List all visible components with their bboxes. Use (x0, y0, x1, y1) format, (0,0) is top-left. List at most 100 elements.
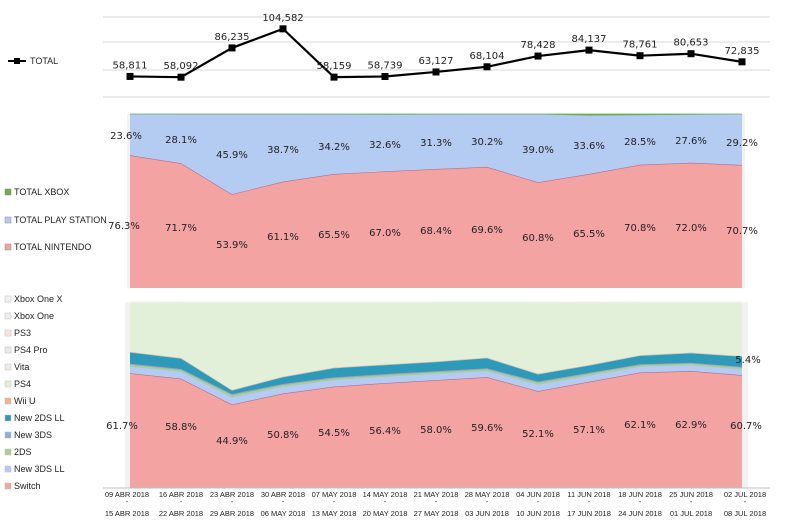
legend-swatch (4, 243, 12, 251)
total-data-label: 84,137 (572, 34, 607, 45)
total-point (330, 73, 338, 81)
total-data-label: 58,739 (368, 61, 403, 72)
nintendo-data-label: 76.3% (108, 221, 140, 232)
area-total-play-station (130, 114, 742, 195)
nintendo-data-label: 60.8% (522, 233, 554, 244)
legend-label: Wii U (14, 396, 36, 406)
playstation-data-label: 30.2% (471, 137, 503, 148)
total-data-label: 68,104 (470, 51, 505, 62)
legend-swatch (4, 188, 12, 196)
legend-swatch (4, 329, 12, 337)
x-tick-label-end: 06 MAY 2018 (261, 509, 306, 518)
switch-data-label: 62.9% (675, 420, 707, 431)
x-tick-dash: - (231, 497, 234, 506)
legend-label: Xbox One (14, 311, 54, 321)
x-tick-dash: - (690, 497, 693, 506)
area-switch (130, 371, 742, 488)
x-tick-label-start: 18 JUN 2018 (618, 490, 662, 499)
nintendo-data-label: 53.9% (216, 240, 248, 251)
x-tick-label-end: 08 JUL 2018 (724, 509, 766, 518)
switch-data-label: 50.8% (267, 430, 299, 441)
legend-label: TOTAL PLAY STATION (14, 215, 107, 225)
legend-label: Vita (14, 362, 29, 372)
total-data-label: 63,127 (419, 56, 454, 67)
switch-data-label: 57.1% (573, 425, 605, 436)
playstation-data-label: 28.1% (165, 135, 197, 146)
playstation-data-label: 33.6% (573, 141, 605, 152)
x-tick-label-start: 25 JUN 2018 (669, 490, 713, 499)
playstation-data-label: 27.6% (675, 136, 707, 147)
switch-data-label: 44.9% (216, 436, 248, 447)
playstation-data-label: 28.5% (624, 137, 656, 148)
x-tick-label-end: 20 MAY 2018 (363, 509, 408, 518)
x-tick-label-start: 09 ABR 2018 (105, 490, 149, 499)
legend-swatch (4, 482, 12, 490)
legend-label: New 3DS LL (14, 464, 65, 474)
x-tick-dash: - (126, 497, 129, 506)
total-point (636, 52, 644, 60)
x-tick-dash: - (537, 497, 540, 506)
total-point (585, 46, 593, 54)
legend-swatch (4, 431, 12, 439)
playstation-data-label: 31.3% (420, 138, 452, 149)
x-tick-dash: - (333, 497, 336, 506)
legend-total-label: TOTAL (30, 56, 58, 66)
switch-data-label: 59.6% (471, 423, 503, 434)
x-tick-label-start: 23 ABR 2018 (210, 490, 254, 499)
legend-total-marker (14, 58, 20, 64)
legend-label: New 3DS (14, 430, 52, 440)
total-data-label: 58,092 (164, 61, 199, 72)
legend-label: TOTAL NINTENDO (14, 242, 91, 252)
x-tick-label-start: 07 MAY 2018 (312, 490, 357, 499)
legend-label: Xbox One X (14, 294, 63, 304)
legend-label: TOTAL XBOX (14, 187, 69, 197)
nintendo-data-label: 70.8% (624, 223, 656, 234)
playstation-data-label: 23.6% (110, 131, 142, 142)
new2dsll-data-label: 5.4% (735, 355, 760, 366)
playstation-data-label: 34.2% (318, 142, 350, 153)
playstation-data-label: 38.7% (267, 145, 299, 156)
playstation-data-label: 39.0% (522, 145, 554, 156)
x-tick-dash: - (435, 497, 438, 506)
total-point (279, 25, 287, 33)
x-tick-dash: - (384, 497, 387, 506)
x-tick-label-start: 16 ABR 2018 (159, 490, 203, 499)
switch-data-label: 60.7% (730, 421, 762, 432)
total-point (534, 52, 542, 60)
x-tick-dash: - (486, 497, 489, 506)
playstation-data-label: 29.2% (726, 138, 758, 149)
legend-swatch (4, 295, 12, 303)
legend-label: PS3 (14, 328, 31, 338)
console-share-panel: 61.7% 58.8% 44.9% 50.8% 54.5% 56.4% 58.0% 59.6%… (4, 294, 762, 491)
total-data-label: 78,428 (521, 40, 556, 51)
x-tick-label-start: 04 JUN 2018 (516, 490, 560, 499)
area-new-3ds-ll (130, 365, 742, 405)
total-data-label: 86,235 (215, 32, 250, 43)
x-tick-label-end: 29 ABR 2018 (210, 509, 254, 518)
total-point (432, 68, 440, 76)
x-tick-label-end: 22 ABR 2018 (159, 509, 203, 518)
nintendo-data-label: 67.0% (369, 228, 401, 239)
legend-swatch (4, 397, 12, 405)
x-tick-label-end: 10 JUN 2018 (516, 509, 560, 518)
legend-label: Switch (14, 481, 41, 491)
x-tick-label-start: 30 ABR 2018 (261, 490, 305, 499)
x-tick-dash: - (180, 497, 183, 506)
x-tick-label-end: 15 ABR 2018 (105, 509, 149, 518)
switch-data-label: 62.1% (624, 420, 656, 431)
legend-label: PS4 Pro (14, 345, 48, 355)
total-point (483, 63, 491, 71)
legend-label: PS4 (14, 379, 31, 389)
switch-data-label: 52.1% (522, 429, 554, 440)
playstation-data-label: 45.9% (216, 150, 248, 161)
switch-data-label: 56.4% (369, 426, 401, 437)
total-data-label: 72,835 (725, 46, 760, 57)
total-point (228, 44, 236, 52)
legend-swatch (4, 380, 12, 388)
legend-label: 2DS (14, 447, 32, 457)
total-data-label: 58,811 (113, 60, 148, 71)
total-data-label: 78,761 (623, 40, 658, 51)
